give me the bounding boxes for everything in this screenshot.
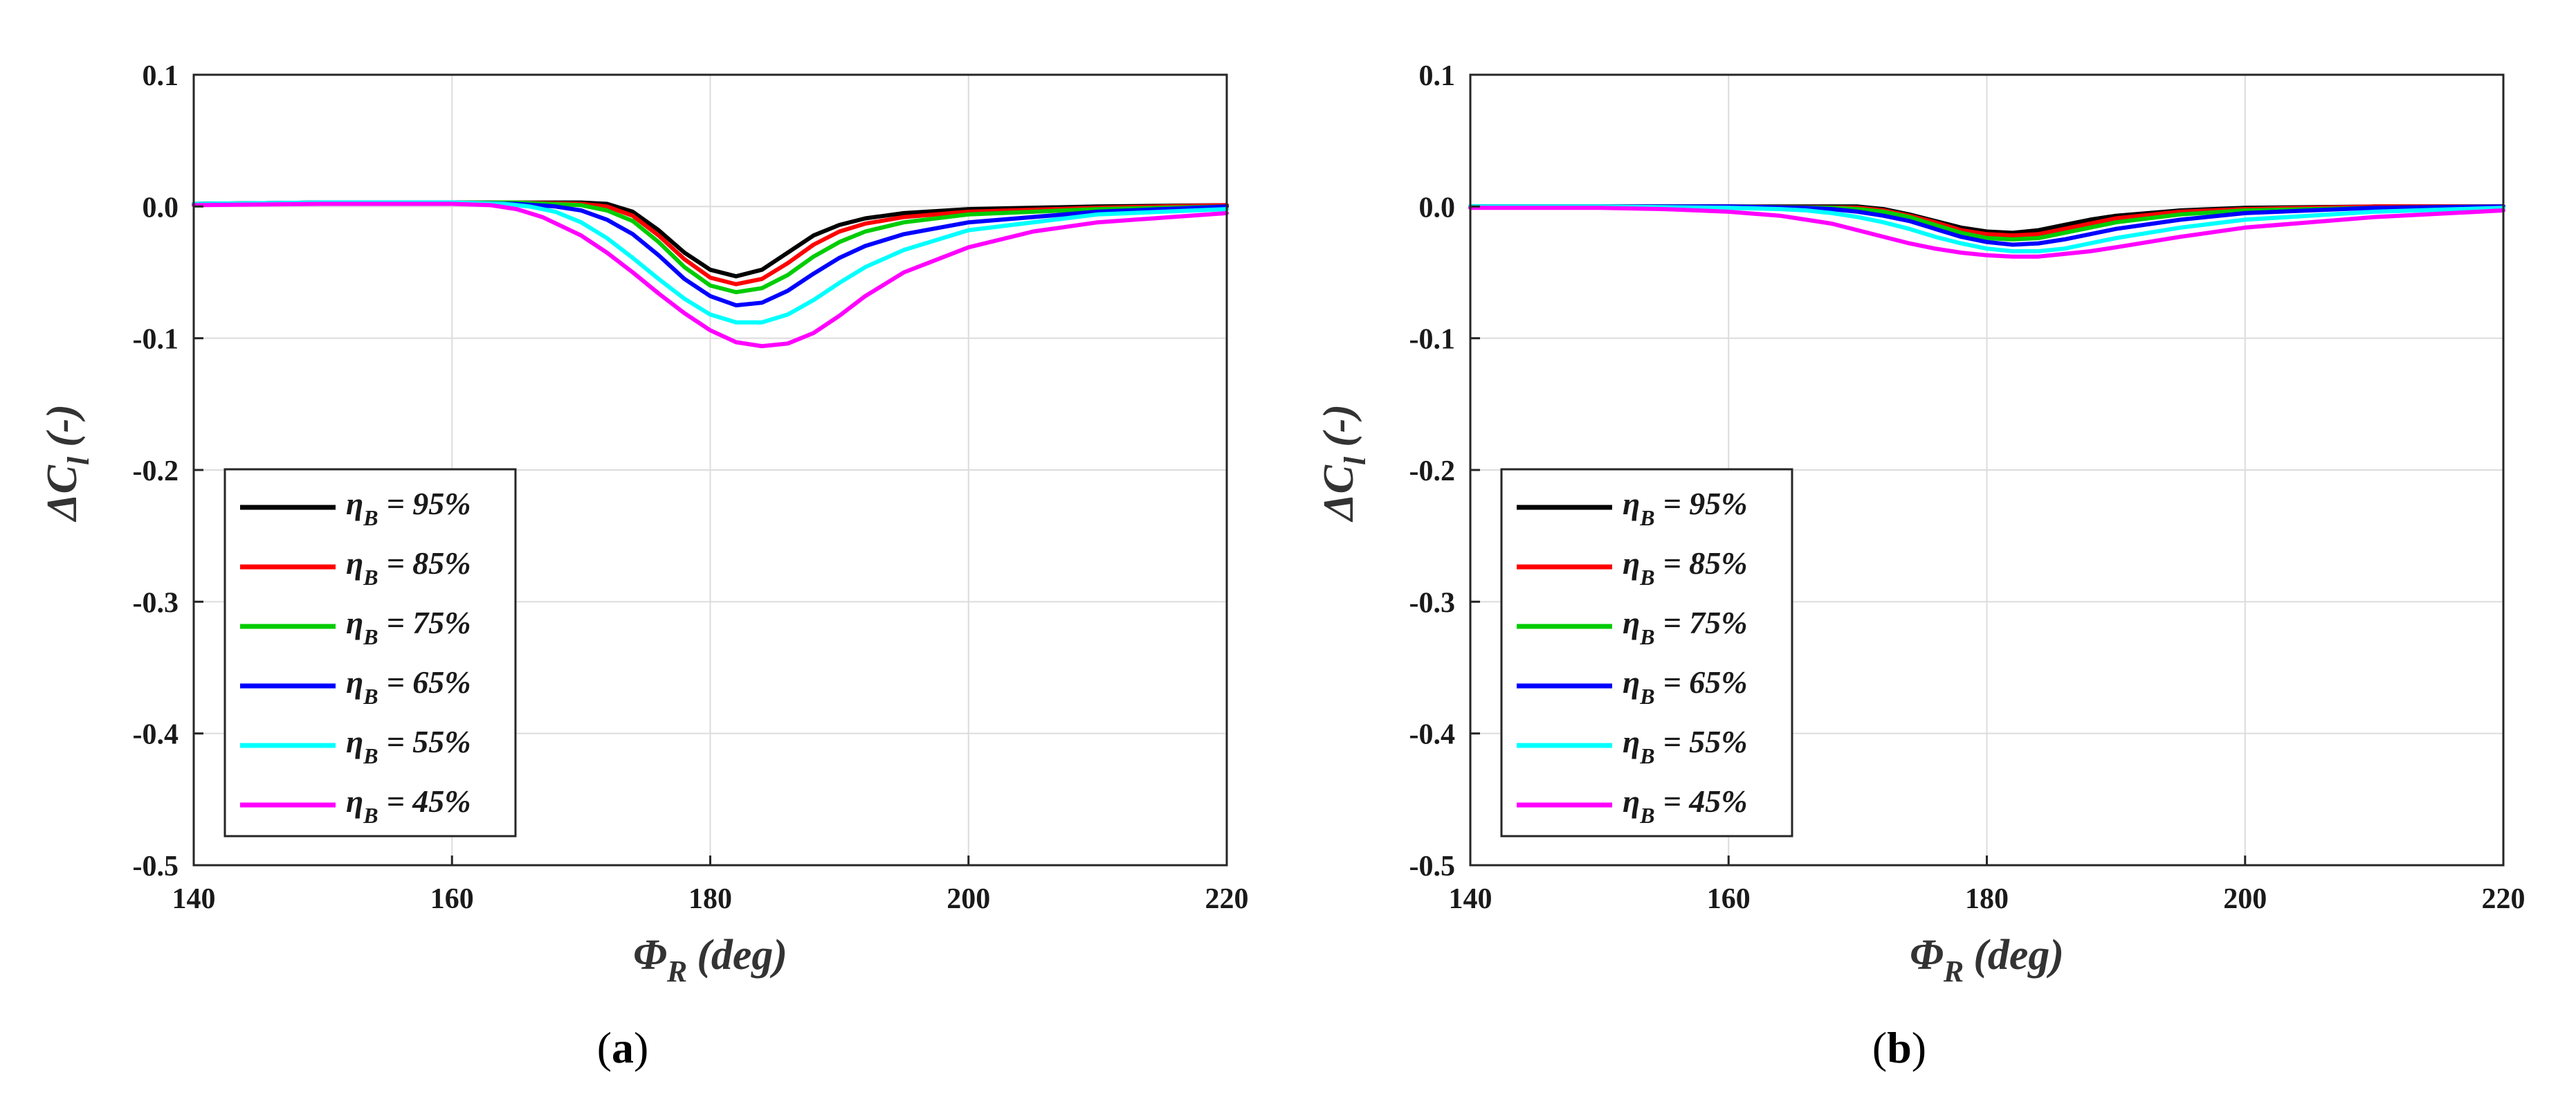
series-line-45 <box>192 201 1229 349</box>
x-tick-label: 220 <box>2482 883 2525 915</box>
x-tick-label: 160 <box>1707 883 1751 915</box>
y-tick-label: 0.1 <box>143 60 179 92</box>
y-tick-label: -0.5 <box>133 851 179 883</box>
y-tick-label: -0.1 <box>1409 324 1456 356</box>
legend-entry: ηB = 45% <box>1623 784 1748 828</box>
series-line-55 <box>192 200 1229 325</box>
legend: ηB = 95% ηB = 85% ηB = 75% ηB = 65% ηB = 55% ηB = 4… <box>1500 468 1793 838</box>
x-axis-title: ΦR (deg) <box>633 932 787 988</box>
legend-box <box>223 468 517 838</box>
y-tick-label: -0.2 <box>1409 455 1456 487</box>
x-tick-label: 140 <box>172 883 216 915</box>
y-tick-label: 0.1 <box>1419 60 1456 92</box>
series-line-65 <box>1468 204 2505 247</box>
y-tick-label: -0.1 <box>133 324 179 356</box>
legend-entry: ηB = 55% <box>346 724 471 768</box>
legend-entry: ηB = 95% <box>346 486 471 530</box>
legend-entry: ηB = 85% <box>1623 545 1748 590</box>
chart-panel-a: 140 160 180 200 220 0.1 0.0 -0.1 -0.2 -0.3 -0.4 -0.… <box>39 60 1249 1072</box>
series-line-45 <box>1468 206 2505 259</box>
x-axis-title: ΦR (deg) <box>1910 932 2064 988</box>
panel-label-open: ( <box>597 1023 612 1072</box>
y-tick-label: -0.2 <box>133 455 179 487</box>
legend-box <box>1500 468 1793 838</box>
series-line-55 <box>1468 204 2505 253</box>
x-tick-label: 160 <box>430 883 474 915</box>
legend-entry: ηB = 75% <box>346 605 471 649</box>
panel-label: (a) <box>597 1023 649 1072</box>
panel-label-close: ) <box>1912 1023 1926 1072</box>
panel-label: (b) <box>1872 1023 1926 1072</box>
x-tick-label: 200 <box>2223 883 2267 915</box>
legend: ηB = 95% ηB = 85% ηB = 75% ηB = 65% ηB = 55% ηB = 4… <box>223 468 517 838</box>
chart-panel-b: 140 160 180 200 220 0.1 0.0 -0.1 -0.2 -0.3 -0.4 -0.… <box>1315 60 2525 1072</box>
legend-entry: ηB = 45% <box>346 784 471 828</box>
x-tick-label: 180 <box>1965 883 2009 915</box>
x-tick-label: 180 <box>688 883 732 915</box>
y-tick-label: -0.5 <box>1409 851 1456 883</box>
x-tick-label: 140 <box>1449 883 1492 915</box>
legend-entry: ηB = 65% <box>1623 664 1748 709</box>
legend-entry: ηB = 95% <box>1623 486 1748 530</box>
legend-entry: ηB = 85% <box>346 545 471 590</box>
legend-entry: ηB = 55% <box>1623 724 1748 768</box>
panel-label-open: ( <box>1872 1023 1887 1072</box>
panel-label-close: ) <box>634 1023 648 1072</box>
y-tick-label: -0.3 <box>1409 587 1456 619</box>
x-tick-label: 220 <box>1205 883 1249 915</box>
y-axis-title: ΔCl(-) <box>39 404 95 523</box>
legend-entry: ηB = 75% <box>1623 605 1748 649</box>
legend-entry: ηB = 65% <box>346 664 471 709</box>
y-tick-label: -0.4 <box>133 719 179 751</box>
y-tick-label: -0.3 <box>133 587 179 619</box>
x-tick-label: 200 <box>947 883 990 915</box>
y-tick-label: -0.4 <box>1409 719 1456 751</box>
y-tick-label: 0.0 <box>1419 192 1456 224</box>
y-axis-title: ΔCl(-) <box>1315 404 1372 523</box>
y-tick-label: 0.0 <box>143 192 179 224</box>
